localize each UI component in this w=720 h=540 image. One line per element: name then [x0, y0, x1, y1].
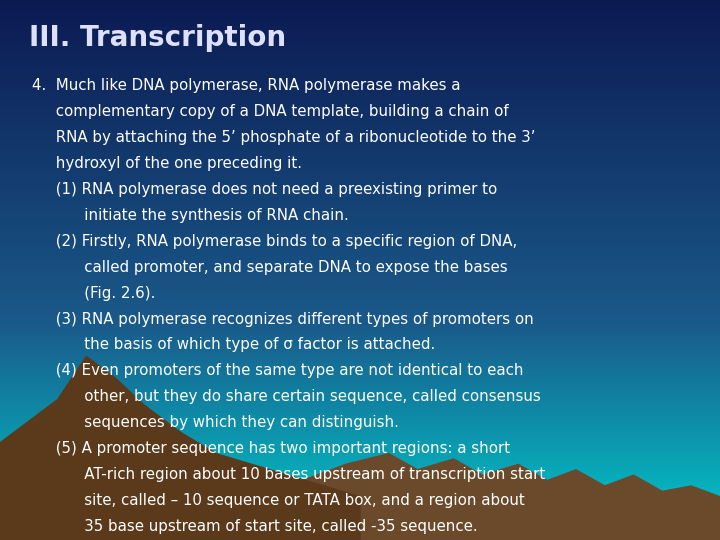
Text: other, but they do share certain sequence, called consensus: other, but they do share certain sequenc… [32, 389, 541, 404]
Text: (2) Firstly, RNA polymerase binds to a specific region of DNA,: (2) Firstly, RNA polymerase binds to a s… [32, 234, 518, 249]
Text: RNA by attaching the 5’ phosphate of a ribonucleotide to the 3’: RNA by attaching the 5’ phosphate of a r… [32, 130, 536, 145]
Text: called promoter, and separate DNA to expose the bases: called promoter, and separate DNA to exp… [32, 260, 508, 275]
Text: 35 base upstream of start site, called -35 sequence.: 35 base upstream of start site, called -… [32, 519, 478, 534]
Text: site, called – 10 sequence or TATA box, and a region about: site, called – 10 sequence or TATA box, … [32, 493, 525, 508]
Text: sequences by which they can distinguish.: sequences by which they can distinguish. [32, 415, 400, 430]
Text: (4) Even promoters of the same type are not identical to each: (4) Even promoters of the same type are … [32, 363, 524, 379]
Text: (Fig. 2.6).: (Fig. 2.6). [32, 286, 156, 301]
Text: the basis of which type of σ factor is attached.: the basis of which type of σ factor is a… [32, 338, 436, 353]
Text: hydroxyl of the one preceding it.: hydroxyl of the one preceding it. [32, 156, 302, 171]
Text: (3) RNA polymerase recognizes different types of promoters on: (3) RNA polymerase recognizes different … [32, 312, 534, 327]
Text: (5) A promoter sequence has two important regions: a short: (5) A promoter sequence has two importan… [32, 441, 510, 456]
Polygon shape [0, 356, 360, 540]
Polygon shape [0, 421, 252, 540]
Text: 4.  Much like DNA polymerase, RNA polymerase makes a: 4. Much like DNA polymerase, RNA polymer… [32, 78, 461, 93]
Text: initiate the synthesis of RNA chain.: initiate the synthesis of RNA chain. [32, 208, 349, 223]
Text: (1) RNA polymerase does not need a preexisting primer to: (1) RNA polymerase does not need a preex… [32, 182, 498, 197]
Text: AT-rich region about 10 bases upstream of transcription start: AT-rich region about 10 bases upstream o… [32, 467, 546, 482]
Text: III. Transcription: III. Transcription [29, 24, 286, 52]
Text: complementary copy of a DNA template, building a chain of: complementary copy of a DNA template, bu… [32, 104, 509, 119]
Polygon shape [0, 502, 720, 540]
Polygon shape [252, 454, 720, 540]
